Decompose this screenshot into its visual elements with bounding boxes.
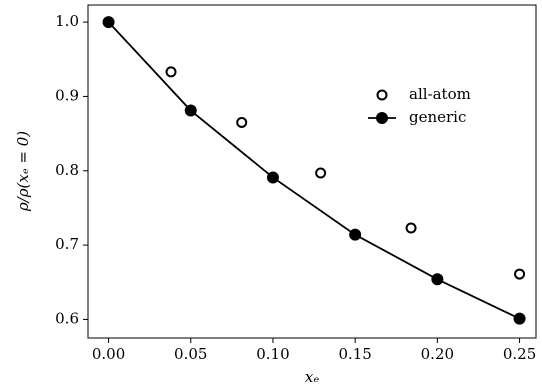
data-point xyxy=(431,273,444,286)
y-tick-label: 0.7 xyxy=(55,235,79,253)
x-tick-label: 0.00 xyxy=(92,345,125,363)
data-point xyxy=(184,104,197,117)
legend-label: all-atom xyxy=(409,85,471,103)
data-point xyxy=(165,66,177,78)
x-tick-label: 0.10 xyxy=(256,345,289,363)
plot-frame xyxy=(87,4,537,339)
x-axis-label: xₑ xyxy=(305,368,319,386)
legend-label: generic xyxy=(409,108,466,126)
x-tick-label: 0.25 xyxy=(503,345,536,363)
data-point xyxy=(514,268,526,280)
y-tick-label: 0.8 xyxy=(55,161,79,179)
y-tick-label: 0.6 xyxy=(55,309,79,327)
series-line xyxy=(107,21,520,320)
x-tick-label: 0.05 xyxy=(174,345,207,363)
x-tick-label: 0.20 xyxy=(421,345,454,363)
legend-marker xyxy=(376,112,388,124)
x-tick-label: 0.15 xyxy=(338,345,371,363)
data-point xyxy=(266,171,279,184)
y-tick-label: 0.9 xyxy=(55,86,79,104)
legend-marker xyxy=(376,89,388,101)
y-tick-label: 1.0 xyxy=(55,12,79,30)
data-point xyxy=(315,167,327,179)
data-point xyxy=(102,16,115,29)
data-point xyxy=(513,312,526,325)
data-point xyxy=(405,222,417,234)
data-point xyxy=(349,228,362,241)
data-point xyxy=(236,116,248,128)
y-axis-label: ρ/ρ(xₑ = 0) xyxy=(14,131,32,212)
